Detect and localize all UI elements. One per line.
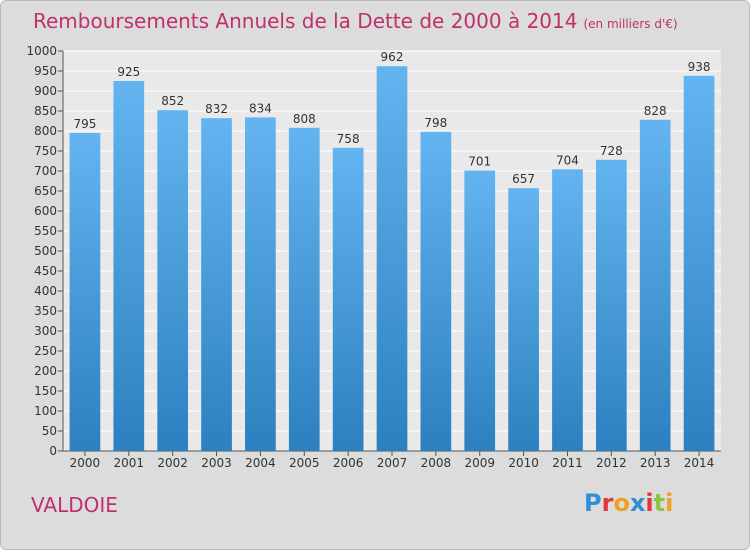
brand-letter: r [601, 489, 614, 517]
y-tick-label: 800 [34, 124, 57, 138]
x-tick-label: 2006 [333, 456, 364, 470]
place-name: VALDOIE [31, 493, 118, 517]
y-tick-label: 600 [34, 204, 57, 218]
y-tick-label: 150 [34, 384, 57, 398]
brand-letter: i [665, 489, 674, 517]
y-tick-label: 1000 [26, 44, 57, 58]
bar [376, 66, 408, 451]
y-tick-label: 900 [34, 84, 57, 98]
y-tick-label: 100 [34, 404, 57, 418]
x-tick-label: 2013 [640, 456, 671, 470]
y-tick-label: 50 [42, 424, 57, 438]
x-tick-label: 2008 [421, 456, 452, 470]
x-tick-label: 2012 [596, 456, 627, 470]
data-label: 798 [424, 116, 447, 130]
data-label: 728 [600, 144, 623, 158]
brand-letter: P [584, 489, 602, 517]
y-tick-label: 850 [34, 104, 57, 118]
y-tick-label: 0 [49, 444, 57, 458]
bar [245, 117, 276, 452]
data-label: 704 [556, 153, 579, 167]
bar [201, 118, 232, 451]
bar [464, 170, 496, 451]
data-label: 828 [644, 104, 667, 118]
y-tick-label: 950 [34, 64, 57, 78]
y-tick-label: 700 [34, 164, 57, 178]
data-label: 701 [468, 155, 491, 169]
unit-text: (en milliers d'€) [583, 17, 678, 31]
x-tick-label: 2011 [552, 456, 583, 470]
data-label: 758 [337, 132, 360, 146]
data-label: 925 [117, 65, 140, 79]
data-label: 808 [293, 112, 316, 126]
x-tick-label: 2010 [508, 456, 539, 470]
bar [552, 169, 583, 451]
y-tick-label: 550 [34, 224, 57, 238]
chart-title: Remboursements Annuels de la Dette de 20… [33, 9, 678, 33]
x-tick-label: 2002 [157, 456, 188, 470]
brand-letter: x [629, 489, 646, 517]
x-tick-label: 2014 [684, 456, 715, 470]
y-tick-label: 350 [34, 304, 57, 318]
bar [595, 159, 627, 452]
x-tick-label: 2005 [289, 456, 320, 470]
brand-letter: t [653, 489, 666, 517]
y-tick-label: 750 [34, 144, 57, 158]
y-tick-label: 300 [34, 324, 57, 338]
y-tick-label: 450 [34, 264, 57, 278]
y-tick-label: 250 [34, 344, 57, 358]
bar [683, 75, 715, 452]
data-label: 657 [512, 172, 535, 186]
brand-letter: o [613, 489, 630, 517]
data-label: 938 [688, 60, 711, 74]
y-tick-label: 400 [34, 284, 57, 298]
y-tick-label: 500 [34, 244, 57, 258]
bar [69, 133, 101, 451]
bar [157, 110, 189, 451]
bar [288, 127, 320, 452]
y-tick-label: 650 [34, 184, 57, 198]
bar [420, 131, 452, 452]
x-tick-label: 2003 [201, 456, 232, 470]
bar [113, 81, 145, 451]
bar [332, 147, 364, 452]
x-tick-label: 2000 [70, 456, 101, 470]
bar [639, 119, 671, 452]
brand-logo: Proxiti [584, 489, 673, 517]
data-label: 834 [249, 101, 272, 115]
x-tick-label: 2001 [114, 456, 145, 470]
x-tick-label: 2007 [377, 456, 408, 470]
data-label: 795 [73, 117, 96, 131]
y-tick-label: 200 [34, 364, 57, 378]
bar [508, 188, 539, 451]
x-tick-label: 2004 [245, 456, 276, 470]
x-tick-label: 2009 [464, 456, 495, 470]
brand-letter: i [645, 489, 654, 517]
title-text: Remboursements Annuels de la Dette de 20… [33, 9, 578, 33]
data-label: 852 [161, 94, 184, 108]
data-label: 962 [381, 50, 404, 64]
data-label: 832 [205, 102, 228, 116]
